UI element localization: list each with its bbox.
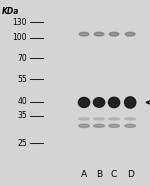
Ellipse shape (108, 97, 120, 108)
Ellipse shape (78, 97, 90, 108)
Text: 70: 70 (17, 54, 27, 63)
Ellipse shape (94, 32, 104, 36)
Text: D: D (127, 170, 134, 179)
Ellipse shape (79, 118, 89, 120)
Text: 25: 25 (17, 139, 27, 148)
Text: 100: 100 (12, 33, 27, 42)
Text: KDa: KDa (2, 7, 19, 16)
Ellipse shape (79, 124, 89, 128)
Ellipse shape (79, 32, 89, 36)
Ellipse shape (109, 32, 119, 36)
Text: 40: 40 (17, 97, 27, 106)
Ellipse shape (124, 97, 136, 108)
Ellipse shape (109, 118, 119, 120)
Ellipse shape (94, 124, 104, 127)
Text: B: B (96, 170, 102, 179)
Ellipse shape (125, 118, 135, 120)
Text: A: A (81, 170, 87, 179)
Text: 55: 55 (17, 75, 27, 84)
Ellipse shape (109, 124, 119, 127)
Text: 130: 130 (12, 18, 27, 27)
Ellipse shape (94, 118, 104, 120)
Ellipse shape (125, 124, 135, 127)
Text: 35: 35 (17, 111, 27, 120)
Text: C: C (111, 170, 117, 179)
Ellipse shape (125, 32, 135, 36)
Ellipse shape (93, 98, 105, 107)
